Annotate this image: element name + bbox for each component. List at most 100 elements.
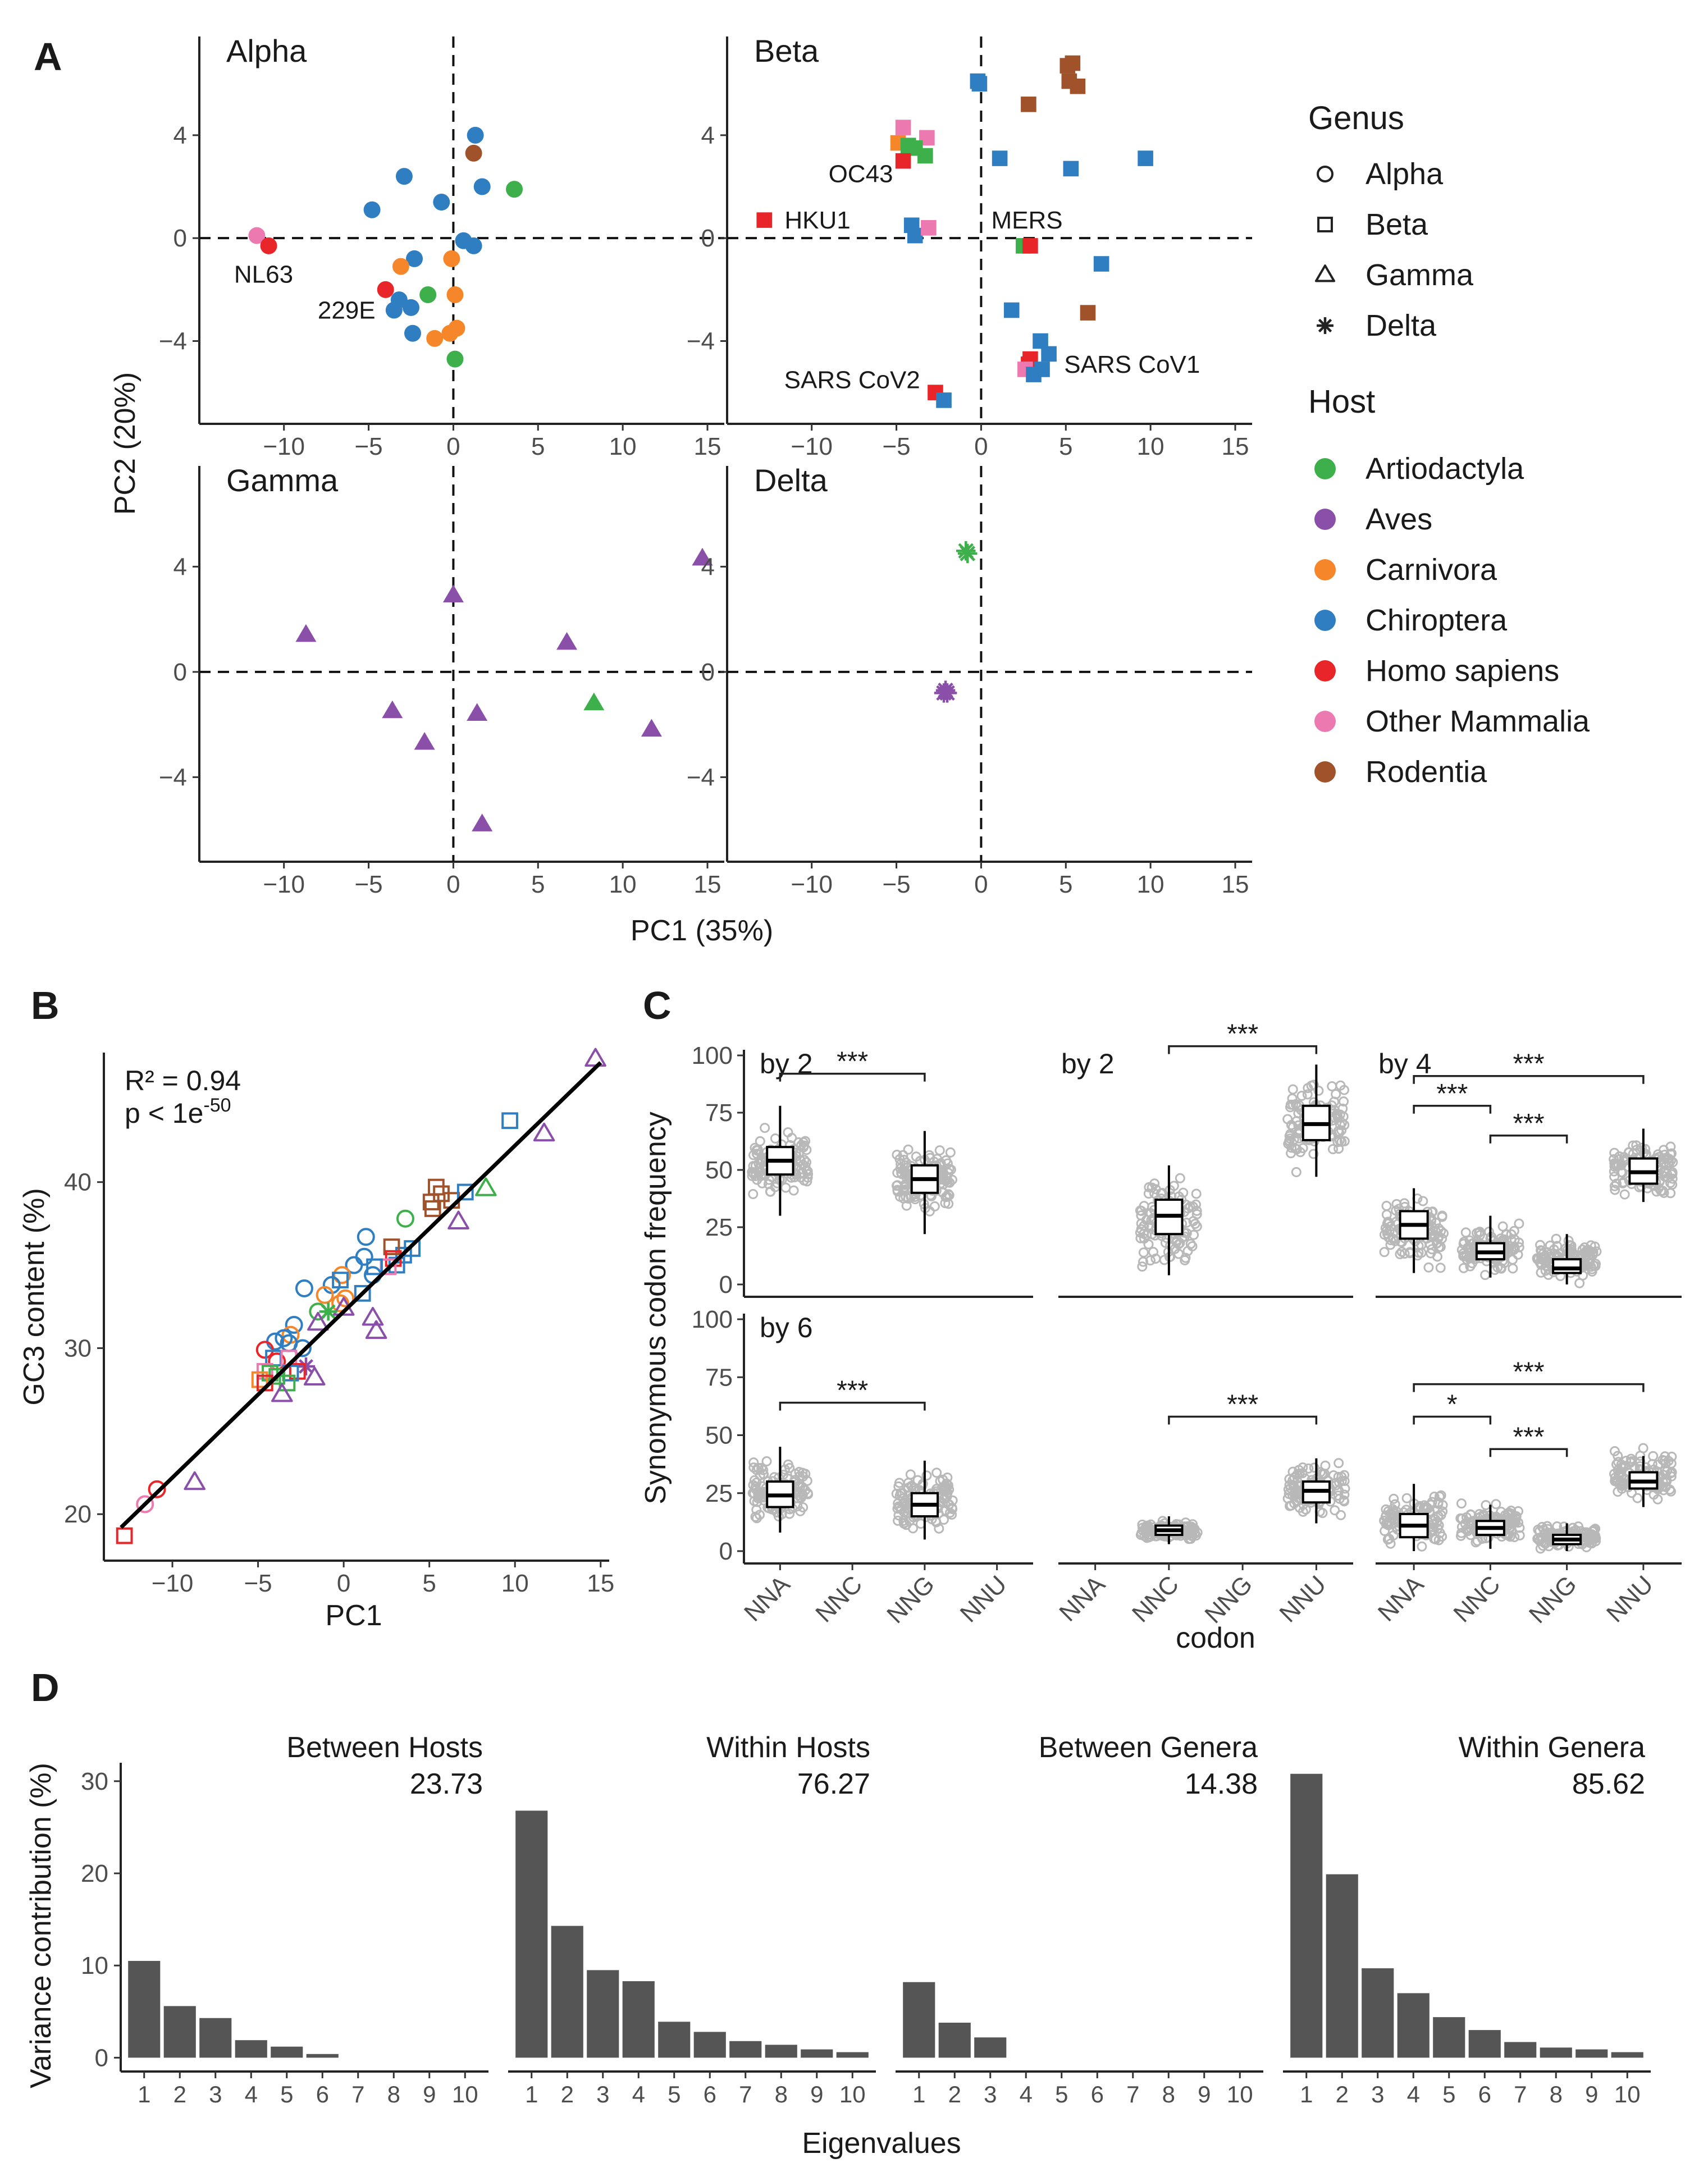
panel-A-alpha-point-shape [426, 330, 444, 347]
panel-B-point [396, 1209, 414, 1228]
panel-C-facet-1-2-jitter-point [1456, 1498, 1467, 1509]
panel-C-facet-0-2-label: by 4 [1378, 1048, 1432, 1080]
legend-host-swatch [1314, 559, 1336, 580]
panel-D-within-hosts-value: 76.27 [797, 1768, 870, 1800]
panel-A-beta-xtick-label: 15 [1222, 433, 1249, 460]
panel-C-facet-0-2-jitter-point [1514, 1242, 1524, 1252]
panel-C-facet-0-0-jitter-point [757, 1178, 768, 1188]
panel-A-beta-ytick-label: 4 [701, 122, 715, 149]
panel-B-point [447, 1210, 469, 1229]
legend-genus-alpha-icon [1317, 166, 1333, 182]
panel-C-facet-0-2-jitter-point [1399, 1249, 1410, 1259]
panel-A-gamma-point-shape [472, 813, 493, 831]
panel-C-facet-0-1-jitter-point [1303, 1083, 1313, 1094]
legend-host-aves: Aves [1366, 502, 1432, 536]
panel-C-ytick-label: 75 [705, 1099, 733, 1127]
panel-C-facet-0-1-jitter-point [1290, 1143, 1300, 1154]
panel-C-facet-0-2-jitter-point [1435, 1263, 1446, 1273]
panel-A-gamma-point [472, 813, 493, 831]
panel-A-beta-point-shape [907, 227, 923, 244]
panel-C-facet-0-2-jitter-point [1379, 1229, 1390, 1240]
panel-A-beta-point-shape [1065, 55, 1081, 71]
panel-label-D: D [31, 1666, 60, 1709]
panel-A-alpha-point [404, 324, 421, 342]
panel-B-point-shape [475, 1177, 497, 1196]
panel-C-facet-1-0-jitter-point [759, 1469, 769, 1480]
panel-C-facet-0-1-jitter-point [1135, 1205, 1145, 1216]
panel-A-alpha-point-shape [377, 281, 394, 298]
panel-C-ytick-label: 50 [705, 1156, 733, 1184]
panel-B-point-shape [116, 1527, 133, 1544]
panel-A-beta-point [1065, 55, 1081, 71]
panel-B-point-shape [424, 1200, 441, 1217]
panel-D-within-hosts-bar-5 [658, 2022, 691, 2058]
panel-D-within-hosts-xtick-label: 4 [632, 2081, 645, 2107]
legend-host-title: Host [1308, 383, 1375, 420]
panel-C-facet-1-2-jitter-point [1481, 1500, 1491, 1511]
panel-C-facet-0-1-jitter-point [1136, 1218, 1147, 1229]
panel-C-facet-0-0-jitter-point [752, 1145, 762, 1156]
panel-C-xtick-label: NNA [739, 1570, 796, 1627]
panel-B-xtick-label: 0 [337, 1570, 350, 1597]
panel-D-between-hosts-bar-2 [163, 2006, 196, 2058]
panel-A-beta-title: Beta [754, 33, 819, 68]
panel-B-point [336, 1289, 355, 1307]
panel-C-facet-0-1-jitter-point [1339, 1119, 1350, 1130]
panel-C-facet-1-0-jitter-point [795, 1506, 806, 1516]
panel-A-beta-point [895, 153, 911, 169]
panel-B-point-shape [456, 1183, 474, 1201]
panel-B-ytick-label: 40 [64, 1169, 92, 1196]
panel-A-alpha-point [426, 330, 444, 347]
panel-C-facet-0-1-jitter-point [1327, 1081, 1337, 1092]
panel-A-beta-point [971, 76, 988, 92]
panel-A-alpha-point [465, 144, 482, 162]
panel-C-facet-1-2-jitter-point [1401, 1493, 1412, 1503]
panel-A-beta-point-shape [992, 150, 1008, 166]
panel-C-facet-0-2-jitter-point [1497, 1221, 1508, 1232]
panel-C-facet-0-1-jitter-point [1332, 1137, 1343, 1147]
panel-A-beta-point [1093, 256, 1109, 272]
panel-C-facet-0-1-jitter-point [1330, 1113, 1340, 1123]
panel-C-facet-1-1-jitter-point [1186, 1530, 1197, 1541]
panel-D-within-genera-xtick-label: 2 [1336, 2081, 1349, 2107]
panel-D-within-genera-bar-3 [1362, 1968, 1394, 2058]
panel-B-xtick-label: 10 [501, 1570, 529, 1597]
panel-D-within-hosts-xtick-label: 10 [839, 2081, 866, 2107]
panel-C-facet-1-2-sig-bracket [1413, 1415, 1492, 1425]
panel-A-delta-xtick-label: 10 [1137, 871, 1164, 898]
panel-C-facet-1-0-jitter-point [947, 1510, 957, 1520]
panel-C-facet-0-2-jitter-point [1662, 1154, 1673, 1164]
panel-D-within-genera-xtick-label: 8 [1550, 2081, 1563, 2107]
panel-C-facet-0-0-sig-label: *** [837, 1047, 868, 1077]
panel-A-gamma-point [692, 547, 713, 566]
panel-C-facet-1-2-jitter-point [1384, 1534, 1395, 1544]
panel-B-point [293, 1339, 312, 1357]
panel-A-alpha-point-shape [441, 324, 459, 342]
panel-C-xtick-label: NNG [1524, 1570, 1582, 1629]
panel-A-gamma-point [583, 692, 605, 711]
panel-D-between-genera-xtick-label: 6 [1091, 2081, 1104, 2107]
panel-C-facet-0-2-jitter-point [1564, 1245, 1575, 1256]
panel-C-ylabel: Synonymous codon frequency [640, 1112, 672, 1505]
panel-C-facet-1-2-jitter-point [1417, 1541, 1427, 1552]
panel-B-point [271, 1383, 293, 1402]
panel-A-beta-xtick-label: 5 [1059, 433, 1072, 460]
panel-C-facet-0-1-jitter-point [1144, 1182, 1154, 1192]
panel-C-facet-0-2-box [1552, 1258, 1582, 1274]
panel-C-facet-0-1-jitter-point [1286, 1120, 1296, 1131]
panel-C-facet-0-1-jitter-point [1336, 1136, 1347, 1147]
panel-C-facet-0-2-jitter-point [1631, 1140, 1642, 1151]
panel-B-point-stroke [299, 1359, 313, 1374]
panel-D-within-genera-xtick-label: 6 [1478, 2081, 1491, 2107]
panel-C-facet-0-2-sig-label: *** [1513, 1049, 1544, 1079]
panel-A-beta-point-shape [1080, 305, 1096, 321]
panel-C-facet-1-0-sig-label: *** [837, 1376, 868, 1406]
panel-A-alpha-annotation: 229E [318, 297, 376, 324]
panel-D-between-hosts-xtick-label: 4 [245, 2081, 258, 2107]
panel-A-delta-point-stroke [939, 685, 955, 701]
panel-C-facet-1-2-jitter-point [1423, 1503, 1433, 1514]
panel-A-alpha-ytick-label: −4 [159, 328, 187, 355]
panel-B-point-shape [354, 1284, 371, 1302]
panel-C-facet-0-2-jitter-point [1587, 1264, 1597, 1274]
panel-C-ytick-label: 25 [705, 1214, 733, 1241]
